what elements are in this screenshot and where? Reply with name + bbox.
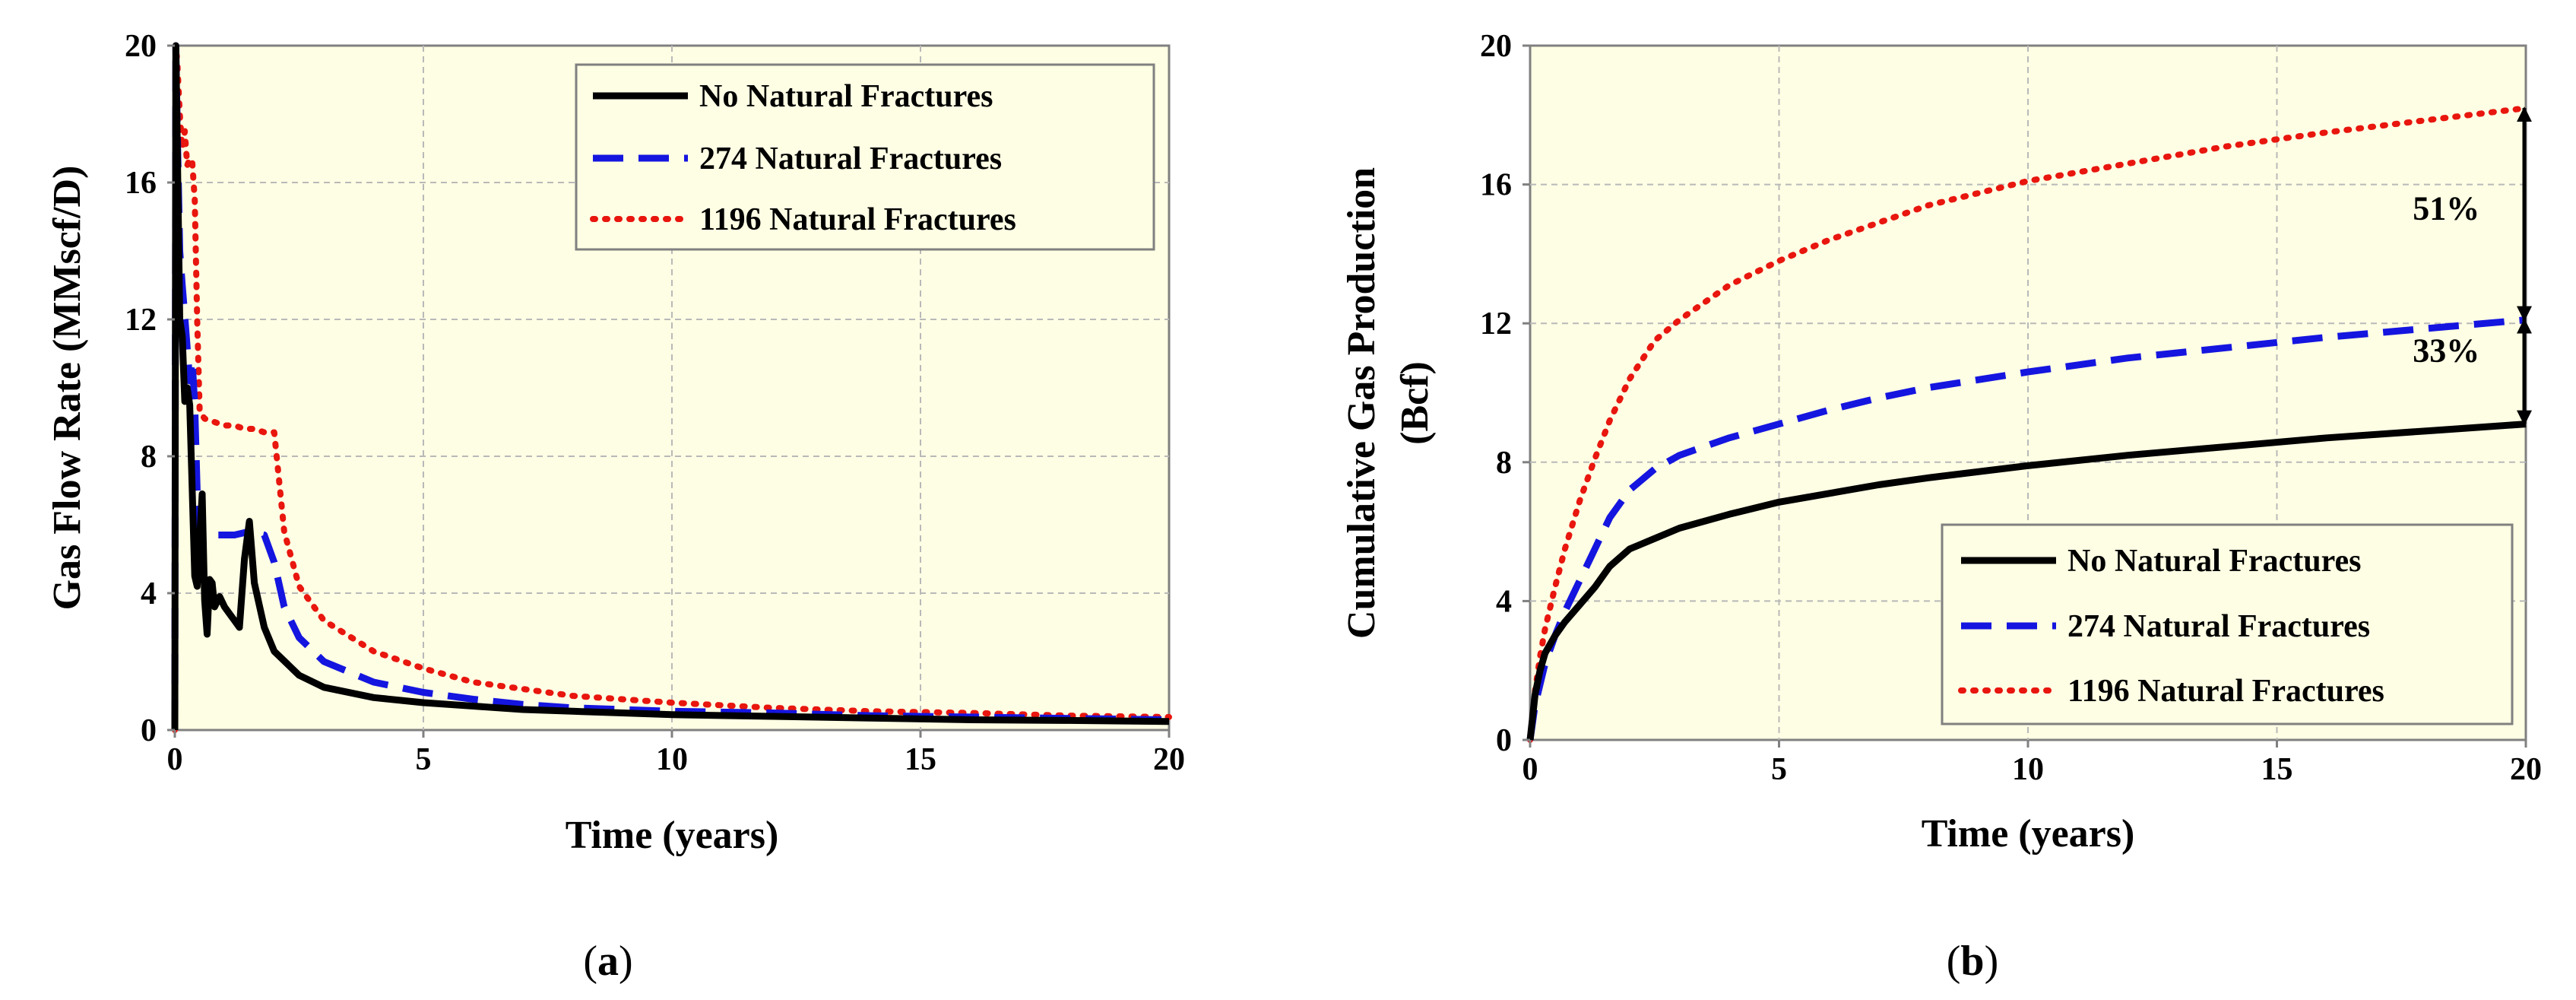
chart-a-caption: (a) (583, 938, 632, 985)
chart-a-series-line-1196-natural-fractures (172, 43, 1172, 733)
chart-b-y-axis-label-line1: Cumulative Gas Production (1340, 167, 1383, 639)
chart-b-xtick-label-10: 10 (2012, 752, 2044, 787)
chart-b-legend-label-274-fractures: 274 Natural Fractures (2067, 609, 2370, 644)
chart-a-x-axis-label: Time (years) (566, 814, 779, 857)
chart-a-xtick-label-5: 5 (416, 742, 432, 777)
chart-a-ytick-label-12: 12 (125, 303, 157, 338)
chart-b-legend: No Natural Fractures 274 Natural Fractur… (1941, 523, 2514, 725)
chart-b-y-ticks: 0 4 8 12 16 20 (1480, 29, 1530, 758)
chart-b-ytick-label-12: 12 (1480, 306, 1512, 341)
chart-a-ytick-label-16: 16 (125, 166, 157, 201)
chart-a-ytick-label-4: 4 (141, 576, 157, 611)
chart-b-xtick-label-0: 0 (1522, 752, 1538, 787)
chart-b-x-ticks: 0 5 10 15 20 (1522, 740, 2542, 787)
chart-a-legend-label-1196-fractures: 1196 Natural Fractures (699, 202, 1016, 237)
chart-a-legend-label-274-fractures: 274 Natural Fractures (699, 141, 1002, 176)
chart-a-xtick-label-0: 0 (167, 742, 183, 777)
chart-a-series (171, 42, 1172, 733)
chart-a-y-axis-label: Gas Flow Rate (MMscf/D) (46, 166, 89, 611)
chart-a-ytick-label-0: 0 (141, 713, 157, 748)
chart-b-ytick-label-16: 16 (1480, 168, 1512, 203)
chart-a-legend-label-no-fractures: No Natural Fractures (699, 79, 993, 114)
chart-a-gridlines (175, 46, 1169, 730)
chart-a-xtick-label-10: 10 (656, 742, 688, 777)
chart-a-series-line-no-natural-fractures (171, 42, 1170, 731)
chart-b-ytick-label-4: 4 (1496, 584, 1512, 619)
chart-a-ytick-label-20: 20 (125, 29, 157, 64)
chart-a-x-ticks: 0 5 10 15 20 (167, 730, 1185, 777)
chart-b-series-line-1196-natural-fractures (1527, 105, 2529, 743)
chart-b-ytick-label-20: 20 (1480, 29, 1512, 64)
chart-b-xtick-label-20: 20 (2510, 752, 2542, 787)
chart-b-xtick-label-15: 15 (2261, 752, 2293, 787)
chart-a-xtick-label-15: 15 (905, 742, 936, 777)
chart-b-y-axis-label-line2: (Bcf) (1393, 361, 1437, 445)
chart-b-series-line-no-natural-fractures (1526, 421, 2527, 741)
chart-a-y-ticks: 0 4 8 12 16 20 (125, 29, 175, 748)
chart-b-ytick-label-0: 0 (1496, 723, 1512, 758)
chart-a-ytick-label-8: 8 (141, 440, 157, 475)
chart-b-legend-label-1196-fractures: 1196 Natural Fractures (2067, 674, 2384, 709)
chart-b-ytick-label-8: 8 (1496, 446, 1512, 481)
chart-a-xtick-label-20: 20 (1153, 742, 1185, 777)
chart-a: 0 5 10 15 20 0 4 8 12 16 20 Time (years) Gas Flow… (46, 29, 1185, 985)
chart-b-caption: (b) (1947, 938, 1998, 985)
chart-b-xtick-label-5: 5 (1771, 752, 1787, 787)
chart-b-annotation-1: 51% (2413, 189, 2479, 227)
chart-a-legend: No Natural Fractures 274 Natural Fractur… (575, 63, 1155, 251)
chart-b-annotation-2: 33% (2413, 332, 2479, 369)
chart-b-legend-label-no-fractures: No Natural Fractures (2067, 544, 2361, 579)
chart-b-series (1526, 105, 2529, 743)
chart-b-x-axis-label: Time (years) (1922, 812, 2135, 856)
chart-b: 51% 33% 0 5 10 15 20 0 4 8 12 16 20 Time (years) C… (1340, 29, 2542, 985)
chart-b-annotations: 51% 33% (2413, 189, 2479, 369)
